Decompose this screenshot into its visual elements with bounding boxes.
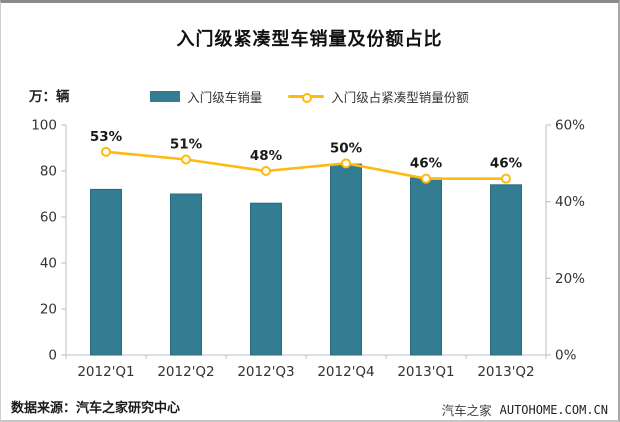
- share-line-marker: [501, 173, 511, 184]
- x-axis-category-label: 2012'Q1: [77, 364, 134, 380]
- share-data-label: 50%: [330, 140, 363, 156]
- legend-sales-label: 入门级车销量: [187, 90, 263, 105]
- right-axis-tick-label: 40%: [555, 194, 585, 210]
- legend-item-share: 入门级占紧凑型销量份额: [288, 87, 469, 106]
- share-line-marker: [421, 173, 431, 184]
- sales-bar: [250, 202, 282, 356]
- left-axis-tick-label: 40: [40, 256, 57, 272]
- left-axis-tick-label: 0: [48, 348, 57, 364]
- line-swatch-icon: [288, 91, 325, 103]
- x-axis-category-label: 2012'Q4: [317, 364, 374, 380]
- sales-bar: [330, 163, 362, 356]
- bar-swatch-icon: [150, 91, 181, 102]
- data-source-note: 数据来源：汽车之家研究中心: [11, 401, 181, 416]
- left-axis-tick-label: 20: [40, 302, 57, 318]
- sales-bar: [170, 193, 202, 356]
- combo-chart-plot: 0 20 40 60 80 100 0% 20% 40% 60% 2012'Q1 2012'Q2 201…: [31, 118, 585, 381]
- sales-bar: [410, 177, 442, 356]
- watermark: 汽车之家 AUTOHOME.COM.CN: [442, 400, 608, 419]
- left-axis-tick-label: 80: [40, 164, 57, 180]
- watermark-en: AUTOHOME.COM.CN: [499, 402, 608, 417]
- legend-item-sales: 入门级车销量: [150, 87, 262, 106]
- x-axis-category-label: 2012'Q2: [157, 364, 214, 380]
- x-axis-category-label: 2012'Q3: [237, 364, 294, 380]
- left-axis-unit-label: 万：辆: [29, 89, 70, 105]
- share-data-label: 46%: [410, 156, 443, 172]
- right-axis-tick-label: 60%: [555, 118, 585, 134]
- sales-bar: [490, 184, 522, 356]
- share-line-marker: [261, 166, 271, 176]
- share-data-label: 46%: [490, 156, 523, 172]
- share-line: [105, 150, 506, 180]
- left-axis-tick-label: 100: [31, 118, 57, 134]
- line-marker-icon: [302, 92, 313, 103]
- share-data-label: 48%: [250, 148, 283, 164]
- right-axis-tick-label: 20%: [555, 271, 585, 287]
- right-axis-tick-label: 0%: [555, 348, 577, 364]
- share-data-label: 53%: [90, 129, 123, 145]
- left-axis-tick-label: 60: [40, 210, 57, 226]
- legend-share-label: 入门级占紧凑型销量份额: [331, 90, 469, 105]
- sales-bar: [90, 188, 122, 356]
- share-line-marker: [181, 154, 191, 165]
- legend: 入门级车销量 入门级占紧凑型销量份额: [1, 87, 618, 106]
- share-line-marker: [341, 158, 351, 169]
- share-line-marker: [101, 146, 111, 157]
- chart-title: 入门级紧凑型车销量及份额占比: [176, 29, 443, 50]
- x-axis-category-label: 2013'Q1: [397, 364, 454, 380]
- watermark-cn: 汽车之家: [441, 403, 492, 418]
- share-data-label: 51%: [170, 137, 203, 153]
- x-axis-category-label: 2013'Q2: [477, 364, 534, 380]
